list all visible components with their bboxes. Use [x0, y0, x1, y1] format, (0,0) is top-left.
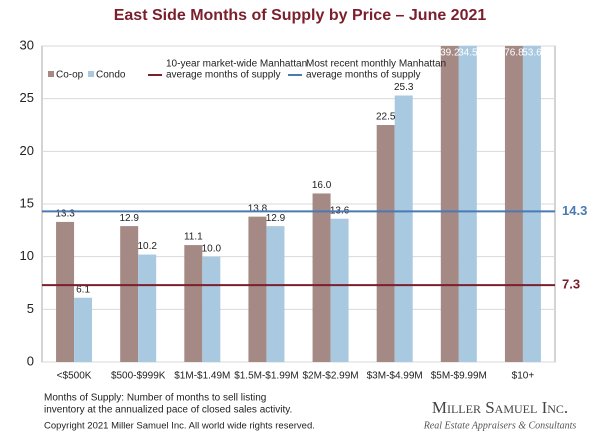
- x-tick-label: $500-$999K: [111, 371, 166, 382]
- bar: [504, 46, 523, 362]
- bar: [376, 125, 395, 362]
- bar: [138, 254, 157, 362]
- data-label: 39.2: [440, 48, 460, 59]
- data-label: 76.8: [504, 48, 524, 59]
- bar: [440, 46, 459, 362]
- y-tick-label: 0: [27, 353, 34, 368]
- legend-label: average months of supply: [306, 70, 421, 81]
- logo-name: Miller Samuel Inc.: [432, 398, 568, 417]
- bar: [120, 226, 139, 362]
- data-label: 12.9: [119, 213, 139, 224]
- x-tick-label: $1.5M-$1.99M: [234, 371, 298, 382]
- bar: [56, 221, 75, 362]
- legend-swatch: [48, 71, 54, 77]
- copyright: Copyright 2021 Miller Samuel Inc. All wo…: [44, 421, 315, 432]
- x-tick-label: $5M-$9.99M: [431, 371, 487, 382]
- footnote: Months of Supply: Number of months to se…: [44, 393, 266, 404]
- chart-title: East Side Months of Supply by Price – Ju…: [114, 7, 487, 24]
- bar: [266, 226, 285, 362]
- footnote: inventory at the annualized pace of clos…: [44, 405, 292, 416]
- data-label: 13.8: [248, 203, 268, 214]
- legend-label: Most recent monthly Manhattan: [306, 59, 446, 70]
- data-label: 53.6: [522, 48, 542, 59]
- data-label: 11.1: [184, 232, 203, 243]
- data-label: 6.1: [76, 284, 90, 295]
- bar: [248, 216, 267, 362]
- y-tick-label: 5: [27, 301, 34, 316]
- bar: [458, 46, 477, 362]
- data-label: 22.5: [376, 112, 396, 123]
- data-label: 10.2: [137, 241, 157, 252]
- data-label: 13.3: [55, 209, 75, 220]
- plot-area: [56, 46, 541, 362]
- logo-tagline: Real Estate Appraisers & Consultants: [423, 420, 577, 431]
- bar: [184, 245, 203, 362]
- bar: [202, 256, 221, 362]
- data-label: 10.0: [202, 243, 222, 254]
- bar: [312, 193, 331, 362]
- x-tick-label: $10+: [512, 371, 535, 382]
- y-tick-label: 15: [20, 195, 34, 210]
- legend-swatch: [88, 71, 94, 77]
- reference-value: 14.3: [562, 203, 587, 218]
- x-tick-label: $3M-$4.99M: [367, 371, 423, 382]
- data-label: 34.5: [458, 48, 478, 59]
- y-tick-label: 20: [20, 143, 34, 158]
- x-tick-label: $1M-$1.49M: [174, 371, 230, 382]
- y-tick-label: 30: [20, 37, 34, 52]
- data-label: 12.9: [266, 213, 286, 224]
- legend-label: 10-year market-wide Manhattan: [166, 59, 307, 70]
- bar: [394, 95, 413, 362]
- bar: [330, 218, 349, 362]
- x-tick-label: <$500K: [57, 371, 92, 382]
- legend-label: average months of supply: [166, 70, 281, 81]
- y-tick-label: 10: [20, 248, 34, 263]
- y-tick-label: 25: [20, 90, 34, 105]
- x-tick-label: $2M-$2.99M: [302, 371, 358, 382]
- data-label: 16.0: [312, 180, 332, 191]
- bar: [522, 46, 541, 362]
- legend-label: Condo: [96, 70, 126, 81]
- data-label: 25.3: [394, 82, 414, 93]
- legend-label: Co-op: [56, 70, 84, 81]
- bar: [74, 297, 93, 362]
- reference-value: 7.3: [562, 277, 580, 292]
